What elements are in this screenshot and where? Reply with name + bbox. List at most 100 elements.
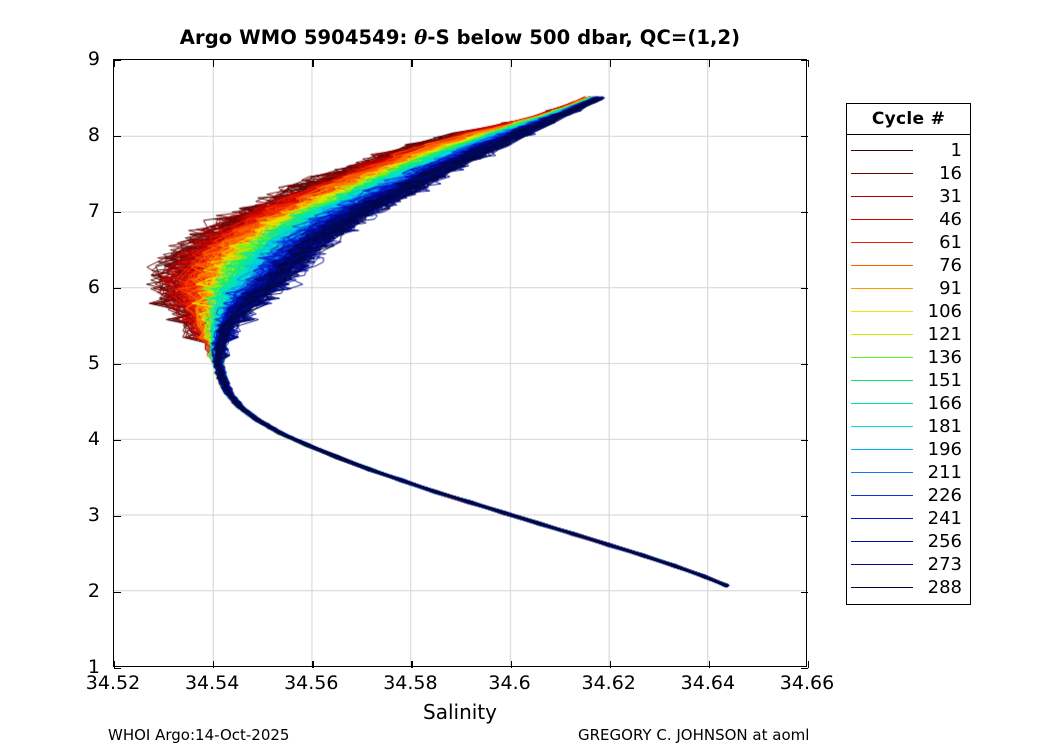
- legend-item-label: 196: [927, 438, 962, 460]
- legend-item-label: 16: [939, 162, 962, 184]
- legend-item[interactable]: 31: [847, 185, 970, 208]
- x-tick-label: 34.66: [779, 672, 835, 694]
- y-tick-label: 3: [87, 504, 100, 526]
- legend-item[interactable]: 211: [847, 461, 970, 484]
- legend-item-label: 181: [927, 415, 962, 437]
- y-tick-right: [801, 668, 808, 670]
- legend-line-swatch: [851, 518, 913, 519]
- x-tick: [808, 661, 810, 668]
- x-tick-label: 34.56: [284, 672, 339, 694]
- legend-item[interactable]: 151: [847, 369, 970, 392]
- y-tick: [114, 288, 121, 290]
- legend-line-swatch: [851, 403, 913, 404]
- x-tick-top: [312, 60, 314, 67]
- legend-line-swatch: [851, 380, 913, 381]
- legend-line-swatch: [851, 265, 913, 266]
- legend-item[interactable]: 273: [847, 553, 970, 576]
- y-tick-right: [801, 212, 808, 214]
- x-tick-top: [708, 60, 711, 67]
- legend-item[interactable]: 46: [847, 208, 970, 231]
- legend-item-label: 273: [927, 553, 962, 575]
- legend-item[interactable]: 16: [847, 162, 970, 185]
- legend-item[interactable]: 61: [847, 231, 970, 254]
- y-tick-label: 1: [87, 656, 100, 678]
- footer-left-text: WHOI Argo:14-Oct-2025: [108, 726, 290, 744]
- chart-title-suffix: -S below 500 dbar, QC=(1,2): [427, 26, 741, 49]
- y-tick-right: [801, 516, 808, 518]
- y-tick: [114, 516, 121, 518]
- legend-box[interactable]: Cycle # 1 16 31 46 61 76 91 106 121 136 151 166 181 1…: [846, 103, 971, 605]
- y-tick-right: [801, 60, 808, 62]
- legend-item[interactable]: 241: [847, 507, 970, 530]
- legend-item-label: 211: [927, 461, 962, 483]
- legend-line-swatch: [851, 357, 913, 358]
- y-tick-label: 9: [87, 48, 100, 70]
- legend-line-swatch: [851, 311, 913, 312]
- y-tick-label: 4: [87, 428, 100, 450]
- x-tick-label: 34.64: [680, 672, 736, 694]
- y-tick-label: 8: [87, 124, 100, 146]
- legend-item-label: 136: [927, 346, 962, 368]
- y-tick-right: [801, 364, 808, 366]
- y-tick: [114, 364, 121, 366]
- legend-item[interactable]: 121: [847, 323, 970, 346]
- legend-line-swatch: [851, 564, 913, 565]
- y-tick-label: 2: [87, 580, 100, 602]
- y-tick: [114, 60, 121, 62]
- legend-title: Cycle #: [847, 104, 970, 135]
- legend-item[interactable]: 76: [847, 254, 970, 277]
- legend-line-swatch: [851, 472, 913, 473]
- legend-item[interactable]: 196: [847, 438, 970, 461]
- legend-line-swatch: [851, 541, 913, 542]
- legend-item[interactable]: 1: [847, 139, 970, 162]
- legend-items: 1 16 31 46 61 76 91 106 121 136 151 166 181 196 211 226…: [847, 135, 970, 604]
- y-tick: [114, 592, 121, 594]
- legend-item[interactable]: 106: [847, 300, 970, 323]
- legend-item[interactable]: 181: [847, 415, 970, 438]
- legend-line-swatch: [851, 288, 913, 289]
- x-tick-label: 34.62: [581, 672, 636, 694]
- y-tick: [114, 668, 121, 670]
- x-axis-title: Salinity: [423, 700, 497, 724]
- legend-item[interactable]: 256: [847, 530, 970, 553]
- legend-item[interactable]: 91: [847, 277, 970, 300]
- y-tick: [114, 440, 121, 442]
- legend-item-label: 151: [927, 369, 962, 391]
- y-tick: [114, 212, 121, 214]
- legend-line-swatch: [851, 334, 913, 335]
- legend-item[interactable]: 166: [847, 392, 970, 415]
- y-tick-label: 5: [87, 352, 100, 374]
- x-tick-label: 34.58: [383, 672, 438, 694]
- legend-item[interactable]: 288: [847, 576, 970, 599]
- legend-line-swatch: [851, 173, 913, 174]
- x-tick-top: [114, 60, 116, 67]
- x-tick: [114, 661, 116, 668]
- legend-item-label: 1: [950, 139, 962, 161]
- legend-item-label: 241: [927, 507, 962, 529]
- legend-line-swatch: [851, 219, 913, 220]
- legend-item-label: 288: [927, 576, 962, 598]
- x-tick: [609, 661, 611, 668]
- legend-item-label: 46: [939, 208, 962, 230]
- legend-item[interactable]: 226: [847, 484, 970, 507]
- y-tick-right: [801, 288, 808, 290]
- legend-item[interactable]: 136: [847, 346, 970, 369]
- x-tick: [708, 661, 711, 668]
- legend-item-label: 76: [939, 254, 962, 276]
- legend-item-label: 226: [927, 484, 962, 506]
- x-tick: [213, 661, 215, 668]
- legend-line-swatch: [851, 587, 913, 588]
- legend-line-swatch: [851, 495, 913, 496]
- legend-line-swatch: [851, 242, 913, 243]
- x-tick: [411, 661, 413, 668]
- y-tick-right: [801, 592, 808, 594]
- plot-area[interactable]: [113, 59, 810, 670]
- legend-item-label: 106: [927, 300, 962, 322]
- chart-title: Argo WMO 5904549: θ-S below 500 dbar, QC…: [113, 26, 807, 49]
- legend-item-label: 61: [939, 231, 962, 253]
- legend-item-label: 31: [939, 185, 962, 207]
- x-tick-label: 34.52: [85, 672, 141, 694]
- legend-line-swatch: [851, 449, 913, 450]
- x-tick-top: [609, 60, 611, 67]
